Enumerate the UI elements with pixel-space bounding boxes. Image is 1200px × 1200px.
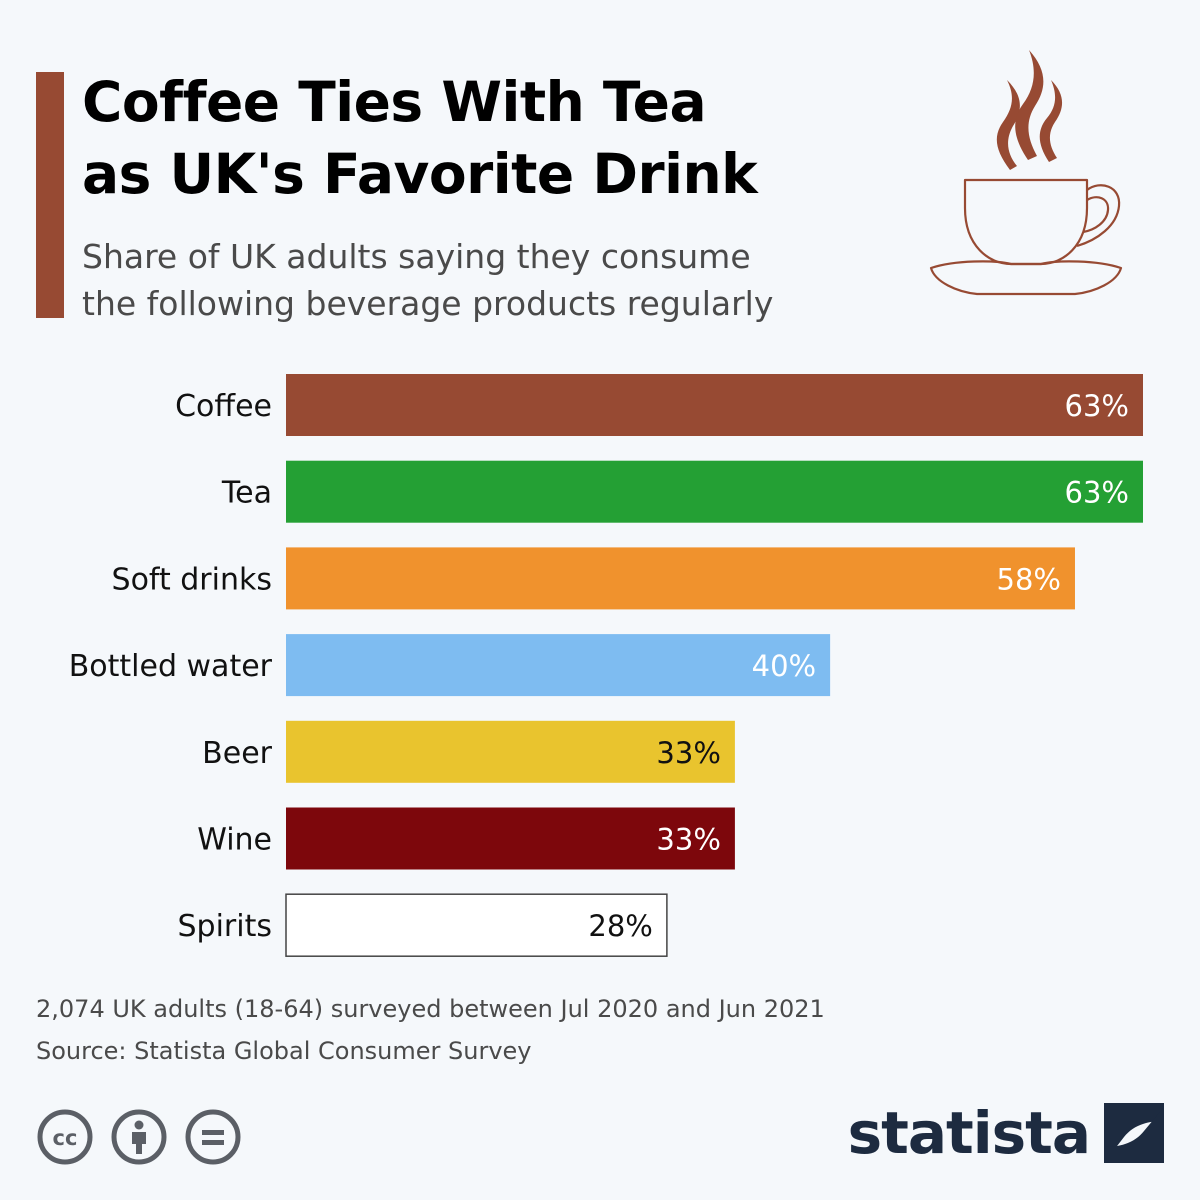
title-accent-bar [36,72,64,318]
value-label: 40% [752,649,816,683]
chart-title: Coffee Ties With Tea as UK's Favorite Dr… [82,66,902,210]
survey-note: 2,074 UK adults (18-64) surveyed between… [36,995,825,1023]
chart-subtitle: Share of UK adults saying they consume t… [82,233,902,327]
category-label: Spirits [178,909,272,944]
category-label: Bottled water [69,649,273,684]
category-label: Wine [197,823,272,858]
category-label: Coffee [175,389,272,424]
attribution-icon[interactable] [110,1108,168,1166]
bar-spirits [285,893,668,957]
value-label: 63% [1065,389,1129,423]
license-icons: cc [36,1108,242,1166]
subtitle-line-2: the following beverage products regularl… [82,284,774,323]
title-line-2: as UK's Favorite Drink [82,142,758,206]
bar-wine [286,807,735,870]
statista-logo-icon [1104,1103,1164,1163]
bar-soft-drinks [286,547,1075,610]
category-label: Beer [202,736,272,771]
bar-bottled-water [286,634,831,697]
bar-coffee [286,374,1143,436]
footer-notes: 2,074 UK adults (18-64) surveyed between… [36,988,825,1072]
title-line-1: Coffee Ties With Tea [82,70,707,134]
value-label: 33% [656,823,720,857]
source-note: Source: Statista Global Consumer Survey [36,1037,532,1065]
value-label: 63% [1065,476,1129,510]
subtitle-line-1: Share of UK adults saying they consume [82,237,751,276]
cc-icon[interactable]: cc [36,1108,94,1166]
value-label: 58% [997,562,1061,596]
statista-logo[interactable]: statista [848,1098,1164,1168]
bar-beer [286,720,735,783]
category-label: Soft drinks [112,562,272,597]
value-label: 33% [656,736,720,770]
svg-text:cc: cc [53,1126,78,1150]
category-label: Tea [221,476,272,511]
no-derivatives-icon[interactable] [184,1108,242,1166]
coffee-cup-icon [929,50,1123,296]
brand-name: statista [847,1099,1091,1167]
bar-tea [286,460,1143,523]
value-label: 28% [588,909,652,943]
